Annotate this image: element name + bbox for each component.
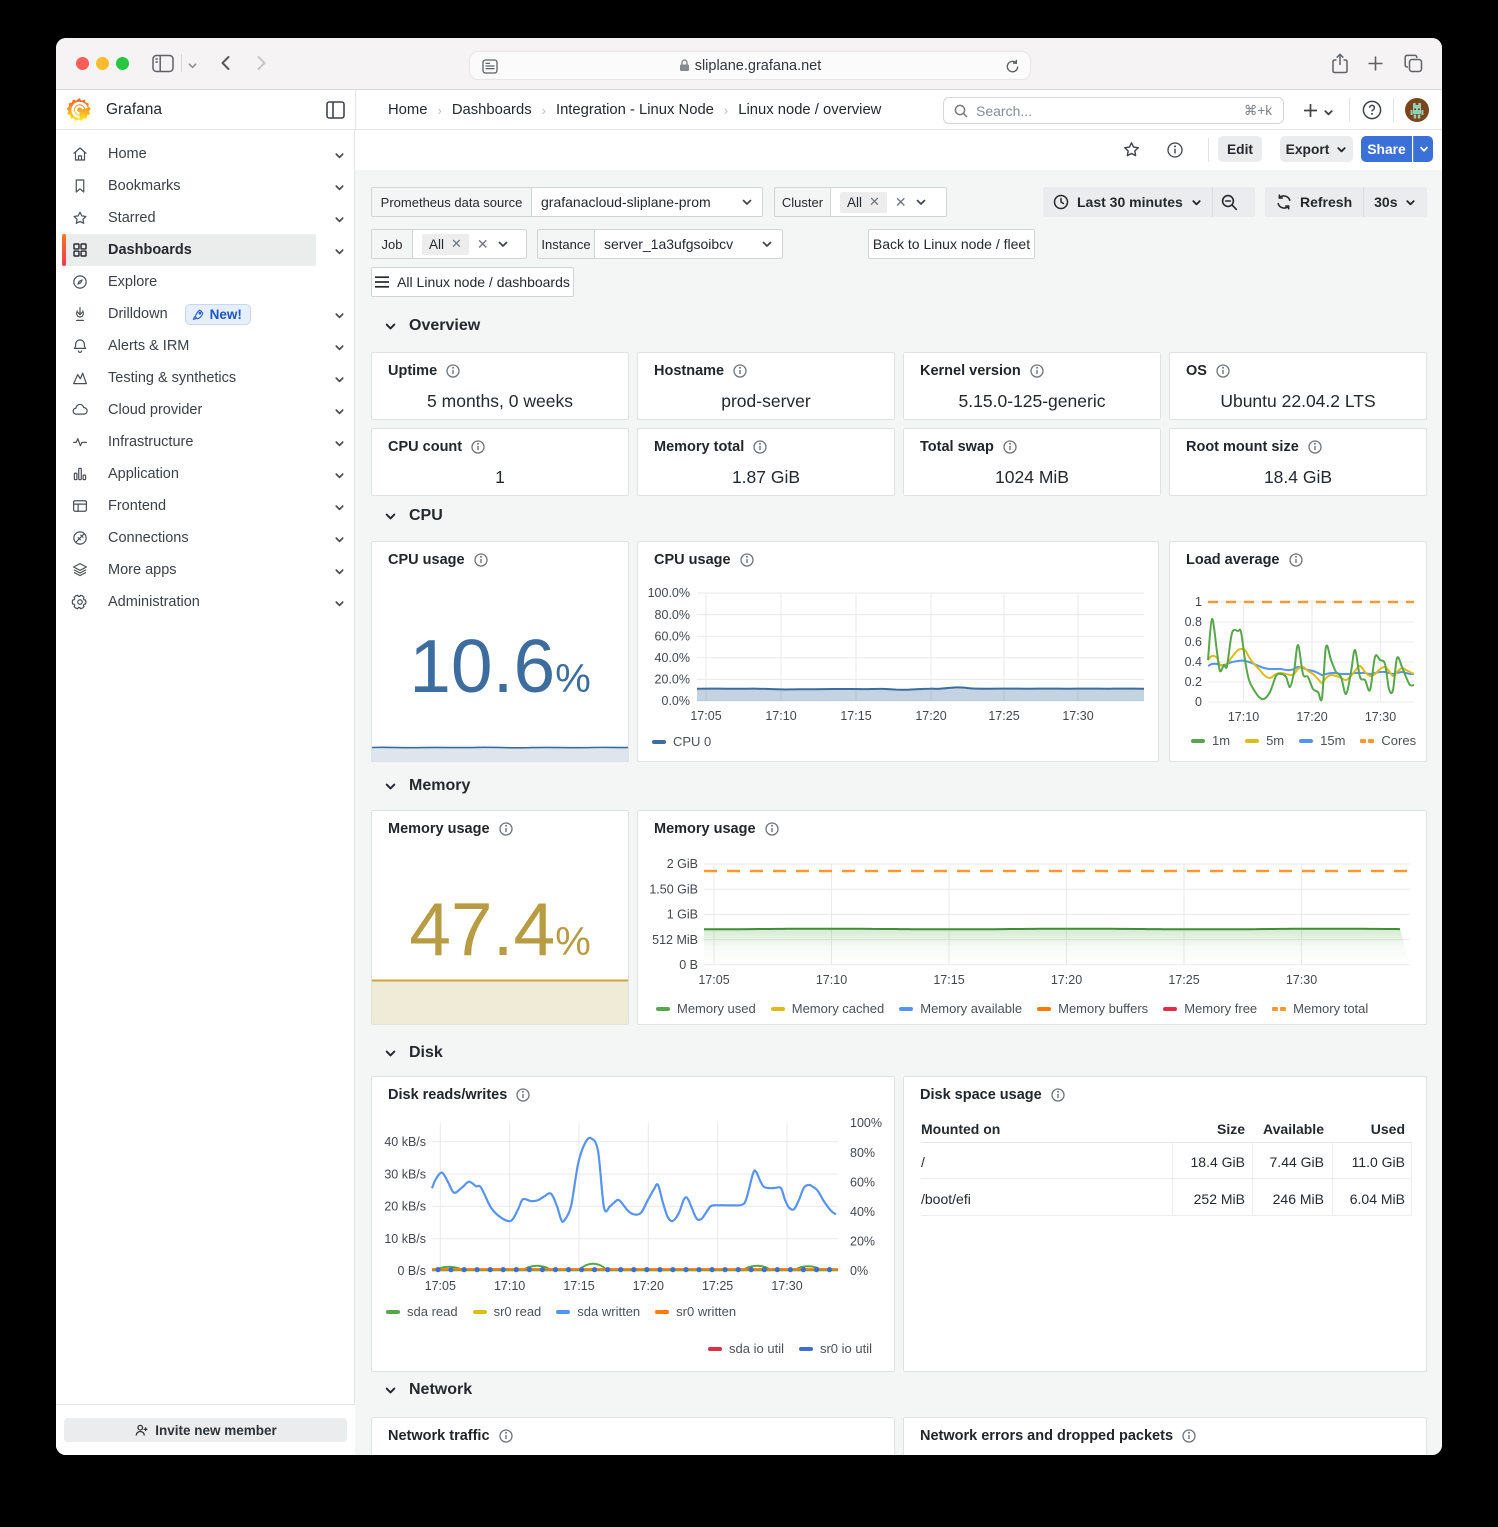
svg-text:100%: 100% (850, 1116, 882, 1130)
svg-text:17:10: 17:10 (494, 1279, 525, 1293)
svg-text:17:05: 17:05 (690, 709, 721, 723)
svg-text:17:30: 17:30 (1062, 709, 1093, 723)
svg-text:17:30: 17:30 (771, 1279, 802, 1293)
svg-text:17:05: 17:05 (698, 973, 729, 987)
svg-text:17:25: 17:25 (702, 1279, 733, 1293)
svg-text:0.8: 0.8 (1185, 615, 1202, 629)
svg-text:17:20: 17:20 (915, 709, 946, 723)
svg-text:60.0%: 60.0% (655, 629, 690, 643)
svg-text:40.0%: 40.0% (655, 651, 690, 665)
svg-text:10 kB/s: 10 kB/s (384, 1232, 426, 1246)
svg-text:20 kB/s: 20 kB/s (384, 1200, 426, 1214)
svg-text:17:20: 17:20 (633, 1279, 664, 1293)
svg-text:512 MiB: 512 MiB (652, 933, 698, 947)
svg-text:0.6: 0.6 (1185, 635, 1202, 649)
svg-text:20%: 20% (850, 1235, 875, 1249)
svg-text:30 kB/s: 30 kB/s (384, 1167, 426, 1181)
svg-text:40%: 40% (850, 1205, 875, 1219)
svg-text:1.50 GiB: 1.50 GiB (649, 882, 698, 896)
svg-text:17:25: 17:25 (1168, 973, 1199, 987)
svg-text:0.4: 0.4 (1185, 655, 1202, 669)
svg-text:1 GiB: 1 GiB (667, 908, 698, 922)
svg-text:17:25: 17:25 (988, 709, 1019, 723)
svg-text:0.0%: 0.0% (662, 694, 691, 708)
svg-text:17:30: 17:30 (1365, 710, 1396, 724)
svg-text:60%: 60% (850, 1175, 875, 1189)
svg-text:100.0%: 100.0% (648, 586, 690, 600)
svg-text:0: 0 (1195, 695, 1202, 709)
svg-text:0 B: 0 B (679, 958, 698, 972)
svg-text:17:20: 17:20 (1296, 710, 1327, 724)
svg-text:17:15: 17:15 (933, 973, 964, 987)
svg-text:17:30: 17:30 (1286, 973, 1317, 987)
svg-text:17:05: 17:05 (425, 1279, 456, 1293)
svg-text:17:20: 17:20 (1051, 973, 1082, 987)
svg-text:80%: 80% (850, 1146, 875, 1160)
svg-text:40 kB/s: 40 kB/s (384, 1135, 426, 1149)
svg-text:0%: 0% (850, 1264, 868, 1278)
svg-text:80.0%: 80.0% (655, 608, 690, 622)
svg-text:2 GiB: 2 GiB (667, 857, 698, 871)
svg-text:17:10: 17:10 (816, 973, 847, 987)
svg-text:1: 1 (1195, 595, 1202, 609)
svg-text:17:15: 17:15 (840, 709, 871, 723)
svg-text:0.2: 0.2 (1185, 675, 1202, 689)
svg-text:17:15: 17:15 (563, 1279, 594, 1293)
svg-text:17:10: 17:10 (765, 709, 796, 723)
svg-text:20.0%: 20.0% (655, 673, 690, 687)
svg-text:0 B/s: 0 B/s (398, 1264, 427, 1278)
svg-text:17:10: 17:10 (1228, 710, 1259, 724)
